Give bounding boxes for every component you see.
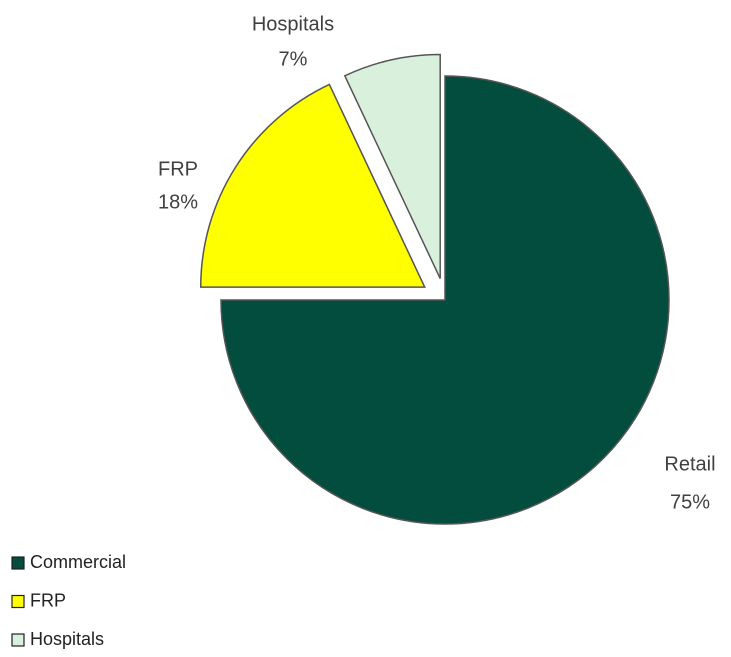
slice-label: Retail (664, 453, 715, 475)
pie-slice (343, 53, 441, 279)
legend-label: Hospitals (30, 629, 104, 649)
legend-label: FRP (30, 590, 66, 610)
pie-slice (199, 83, 426, 288)
slice-label: FRP (158, 158, 198, 180)
legend-swatch (11, 633, 25, 647)
legend-label: Commercial (30, 552, 126, 572)
pie-slice (220, 75, 670, 525)
slice-value-label: 7% (279, 48, 308, 70)
slice-label: Hospitals (252, 13, 334, 35)
slice-value-label: 18% (158, 191, 198, 213)
slice-value-label: 75% (670, 491, 710, 513)
legend-swatch (11, 556, 25, 570)
legend-swatch (11, 594, 25, 609)
